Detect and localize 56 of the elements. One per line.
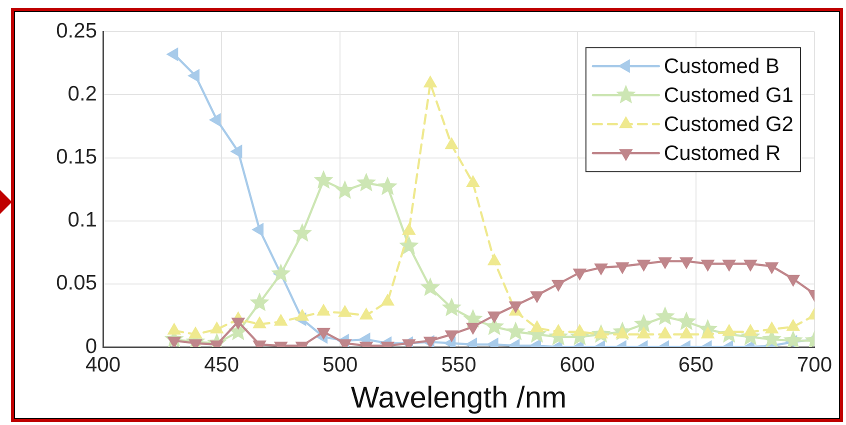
legend-label: Customed R [664,142,781,165]
point [250,293,269,311]
x-tick-label: 700 [796,353,832,376]
point [680,326,693,338]
point [357,173,376,191]
x-tick-label: 550 [441,353,476,376]
point [296,309,309,321]
point [338,305,352,317]
point [424,76,437,88]
point [252,223,264,236]
y-tick-label: 0.2 [68,82,97,106]
point [378,177,397,195]
point [488,254,501,266]
point [210,322,224,334]
x-tick-label: 450 [204,353,240,376]
point [658,326,672,338]
point [314,170,333,188]
point [530,320,544,332]
point [765,322,778,334]
point [656,307,674,325]
point [274,314,288,326]
point [637,326,650,338]
point [293,224,312,242]
point [402,223,416,235]
point [744,324,758,336]
point [784,331,802,347]
point [573,324,586,336]
point [400,236,418,254]
point [445,138,458,150]
x-axis-title: Wavelength /nm [350,381,567,414]
legend-label: Customed B [664,54,780,78]
point [168,323,181,335]
x-tick-label: 600 [560,353,595,376]
point [252,316,266,328]
point [552,324,565,336]
y-tick-label: 0.15 [56,146,97,169]
point [316,304,330,316]
legend-label: Customed G2 [664,112,794,136]
x-tick-label: 500 [322,353,358,376]
point [272,264,290,282]
x-tick-label: 650 [678,353,714,376]
point [442,298,461,316]
legend-label: Customed G1 [664,84,794,107]
point [634,314,653,332]
y-tick-label: 0.1 [68,208,97,232]
y-tick-label: 0.05 [56,272,97,295]
point [506,322,525,340]
point [336,181,354,198]
y-tick-label: 0.25 [56,19,97,42]
point [360,308,373,320]
point [381,294,394,306]
point [188,326,202,338]
point [421,278,440,296]
point [677,312,696,330]
point [466,175,480,187]
point [786,319,800,331]
